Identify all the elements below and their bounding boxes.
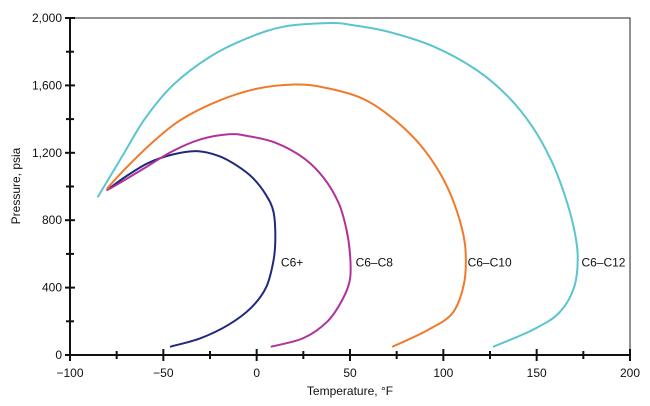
series-line-c6-c8 (106, 133, 352, 348)
series-labels: C6+ C6–C8 C6–C10 C6–C12 (281, 255, 626, 269)
series-line-c6- (106, 150, 277, 348)
y-tick-label: 400 (42, 281, 62, 295)
x-tick-label: 200 (620, 366, 640, 380)
x-tick-label: 50 (343, 366, 357, 380)
series-label: C6+ (281, 255, 303, 269)
series-label: C6–C12 (581, 255, 625, 269)
plot-frame (69, 17, 631, 356)
y-tick-label: 2,000 (32, 11, 62, 25)
y-tick-label: 800 (42, 213, 62, 227)
y-tick-label: 1,200 (32, 146, 62, 160)
x-tick-label: −100 (56, 366, 83, 380)
series-line-c6-c12 (97, 21, 579, 348)
x-tick-label: −50 (153, 366, 174, 380)
x-tick-label: 150 (527, 366, 547, 380)
x-tick-label: 100 (433, 366, 453, 380)
x-tick-label: 0 (253, 366, 260, 380)
series-line-c6-c10 (106, 83, 467, 348)
y-tick-label: 0 (55, 348, 62, 362)
series-label: C6–C10 (468, 255, 512, 269)
y-axis-title: Pressure, psia (9, 147, 23, 224)
y-tick-label: 1,600 (32, 78, 62, 92)
x-axis-title: Temperature, °F (307, 384, 393, 398)
series-label: C6–C8 (356, 255, 394, 269)
series-lines (97, 21, 579, 348)
axis-ticks: −100 −50 0 50 100 150 200 0 400 800 1,200 1,600 2,00… (32, 11, 640, 380)
